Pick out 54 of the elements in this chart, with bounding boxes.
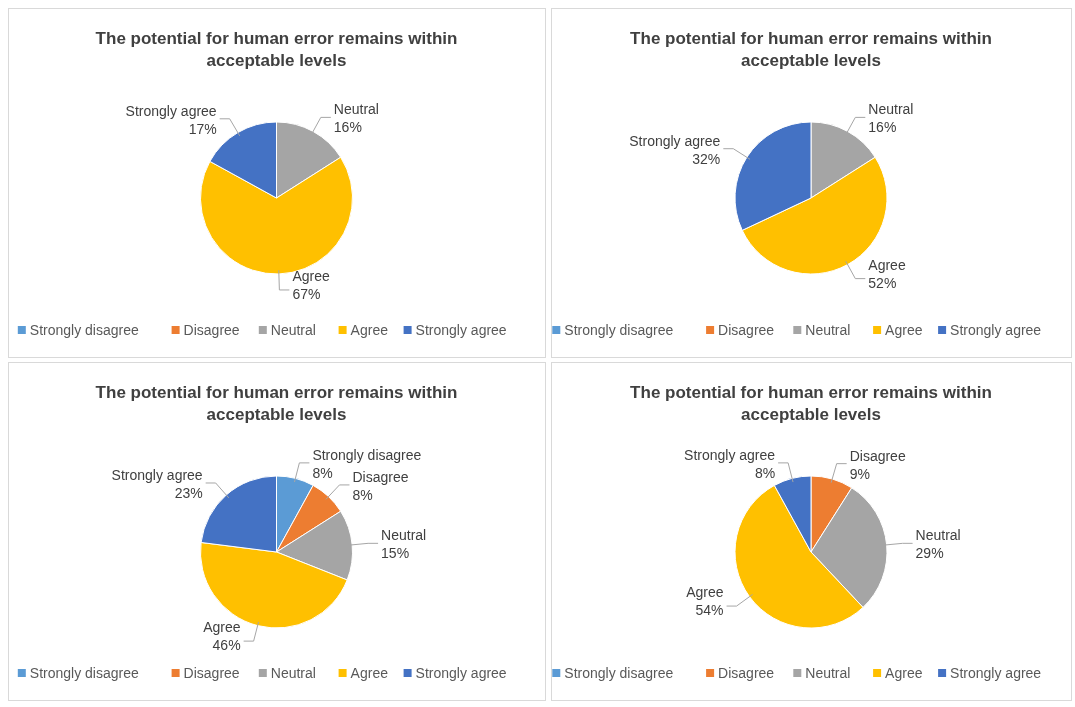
data-label: 29% xyxy=(915,545,944,562)
data-label: 9% xyxy=(849,465,870,482)
slice-label: Strongly agree xyxy=(684,446,776,463)
slice-label: Agree xyxy=(686,584,724,601)
slice-label: Neutral xyxy=(915,527,961,544)
legend-label: Disagree xyxy=(718,665,775,681)
data-label: 8% xyxy=(312,464,333,481)
legend-label: Disagree xyxy=(718,322,775,338)
legend-label: Agree xyxy=(885,322,923,338)
data-label: 15% xyxy=(381,545,410,562)
legend-label: Strongly disagree xyxy=(29,322,139,338)
slice-label: Disagree xyxy=(849,447,906,464)
slice-label: Disagree xyxy=(352,468,409,485)
slice-label: Neutral xyxy=(868,101,914,118)
legend-label: Neutral xyxy=(270,322,316,338)
legend-label: Strongly disagree xyxy=(564,322,674,338)
data-label: 23% xyxy=(174,484,203,501)
slice-label: Agree xyxy=(203,619,241,636)
legend-label: Strongly agree xyxy=(950,665,1042,681)
legend-label: Agree xyxy=(885,665,923,681)
data-label: 16% xyxy=(333,119,362,136)
data-label: 46% xyxy=(212,637,241,654)
legend-label: Disagree xyxy=(183,665,240,681)
slice-label: Agree xyxy=(292,267,330,284)
slice-label: Strongly agree xyxy=(629,132,721,149)
slice-label: Strongly agree xyxy=(125,102,217,119)
data-label: 8% xyxy=(754,464,776,481)
data-label: 67% xyxy=(292,285,321,302)
data-label: 54% xyxy=(695,602,724,619)
legend-label: Strongly agree xyxy=(415,322,507,338)
data-label: 16% xyxy=(868,119,897,136)
legend-label: Neutral xyxy=(805,322,851,338)
legend-label: Strongly disagree xyxy=(29,665,139,681)
legend-label: Strongly agree xyxy=(415,665,507,681)
legend-label: Disagree xyxy=(183,322,240,338)
chart-title: The potential for human error remains within acceptable levels xyxy=(630,29,992,70)
chart-title: The potential for human error remains within acceptable levels xyxy=(95,29,458,70)
legend-label: Agree xyxy=(350,322,389,338)
legend-label: Strongly agree xyxy=(950,322,1042,338)
chart-title: The potential for human error remains within acceptable levels xyxy=(95,383,458,424)
data-label: 32% xyxy=(692,150,721,167)
slice-label: Neutral xyxy=(333,101,379,118)
data-label: 52% xyxy=(868,274,897,291)
legend-label: Neutral xyxy=(270,665,316,681)
legend-label: Agree xyxy=(350,665,389,681)
slice-label: Strongly agree xyxy=(111,466,203,483)
data-label: 8% xyxy=(352,486,373,503)
legend-label: Strongly disagree xyxy=(564,665,674,681)
legend-label: Neutral xyxy=(805,665,851,681)
slice-label: Strongly disagree xyxy=(312,446,422,463)
chart-title: The potential for human error remains within acceptable levels xyxy=(630,383,992,424)
slice-label: Agree xyxy=(868,256,906,273)
slice-label: Neutral xyxy=(381,527,427,544)
data-label: 17% xyxy=(188,120,217,137)
